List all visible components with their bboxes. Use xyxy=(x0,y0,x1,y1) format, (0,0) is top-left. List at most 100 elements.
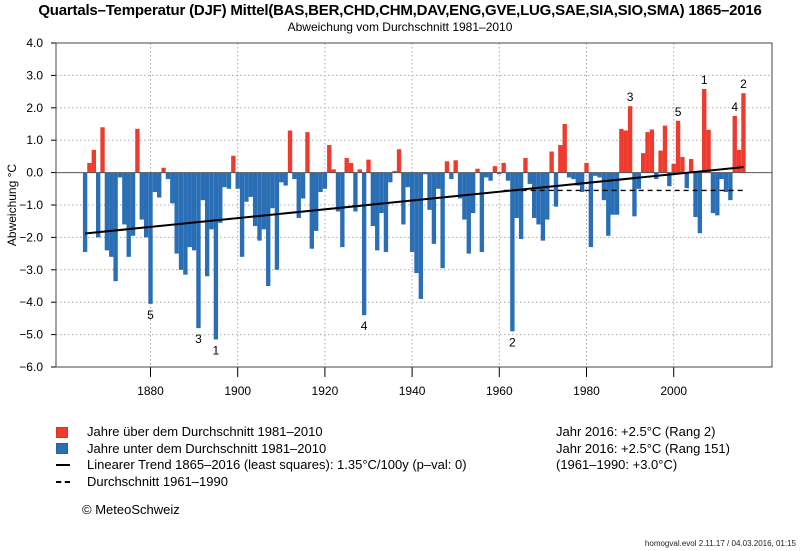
bar-below xyxy=(143,172,149,238)
bar-below xyxy=(165,172,171,180)
x-tick-label: 1880 xyxy=(137,384,164,398)
bar-below xyxy=(588,172,594,248)
bar-below xyxy=(710,172,716,214)
bar-below xyxy=(191,172,197,251)
bar-below xyxy=(540,172,546,241)
bar-below xyxy=(484,172,489,178)
bar-below xyxy=(684,172,689,189)
chart-subtitle: Abweichung vom Durchschnitt 1981–2010 xyxy=(287,20,513,34)
rank-label: 1 xyxy=(701,73,708,87)
y-tick-label: −1.0 xyxy=(19,198,43,212)
bar-above xyxy=(671,163,676,173)
info-line-3: (1961–1990: +3.0°C) xyxy=(556,457,678,472)
bar-below xyxy=(719,172,724,180)
bar-below xyxy=(383,172,389,252)
bar-above xyxy=(366,159,371,173)
y-tick-label: −3.0 xyxy=(19,263,43,277)
bar-below xyxy=(553,172,559,207)
bar-below xyxy=(532,172,537,218)
bar-above xyxy=(562,124,567,173)
bar-below xyxy=(178,172,184,270)
bar-below xyxy=(414,172,419,274)
bar-below xyxy=(292,172,297,180)
bar-below xyxy=(401,172,406,225)
bar-below xyxy=(518,172,524,240)
red-swatch-icon xyxy=(56,426,68,438)
bar-below xyxy=(405,172,410,188)
bar-above xyxy=(331,169,336,173)
x-tick-label: 2000 xyxy=(660,384,687,398)
bar-below xyxy=(335,172,341,212)
rank-label: 2 xyxy=(509,335,516,349)
bar-below xyxy=(187,172,192,248)
rank-label: 4 xyxy=(731,100,738,114)
legend-item-reference: Durchschnitt 1961–1990 xyxy=(56,474,467,491)
bar-above xyxy=(348,162,354,173)
bar-below xyxy=(510,172,515,332)
bar-below xyxy=(614,172,620,215)
bar-below xyxy=(279,172,284,183)
bar-below xyxy=(409,172,415,252)
y-tick-label: −4.0 xyxy=(19,295,43,309)
bar-below xyxy=(436,172,441,189)
y-tick-label: 0.0 xyxy=(26,166,43,180)
rank-label: 3 xyxy=(195,332,202,346)
dashed-line-icon xyxy=(56,480,70,483)
bar-below xyxy=(593,172,598,176)
bar-below xyxy=(545,172,550,220)
bar-above xyxy=(623,130,628,173)
rank-label: 2 xyxy=(740,77,747,91)
bar-below xyxy=(226,172,232,189)
x-tick-label: 1980 xyxy=(573,384,600,398)
info-line-1: Jahr 2016: +2.5°C (Rang 2) xyxy=(556,424,716,439)
bar-below xyxy=(601,172,607,201)
bar-above xyxy=(87,162,92,173)
bar-below xyxy=(505,172,511,181)
bar-above xyxy=(475,168,480,173)
bar-above xyxy=(392,170,397,173)
bar-below xyxy=(536,172,541,225)
bar-below xyxy=(283,172,288,186)
chart-area: 4.0 3.0 2.0 1.0 0.0 −1.0 −2.0 −3.0 −4.0 −5.0 −6.0 1… xyxy=(5,36,773,398)
bar-above xyxy=(658,150,663,173)
bar-below xyxy=(257,172,262,241)
rank-label: 4 xyxy=(361,319,368,333)
bar-above xyxy=(231,155,236,173)
bar-below xyxy=(418,172,423,299)
bar-below xyxy=(148,172,153,304)
bar-below xyxy=(479,172,485,252)
bar-above xyxy=(501,162,506,173)
bar-below xyxy=(457,172,463,199)
bar-below xyxy=(427,172,432,210)
legend-label: Durchschnitt 1961–1990 xyxy=(87,473,228,489)
bar-below xyxy=(96,172,101,238)
bar-below xyxy=(728,172,733,201)
bar-below xyxy=(205,172,210,277)
bar-below xyxy=(314,172,319,231)
bar-above xyxy=(645,132,650,173)
bar-above xyxy=(357,169,362,173)
y-tick-label: −5.0 xyxy=(19,328,43,342)
bar-below xyxy=(693,172,698,217)
bar-below xyxy=(527,172,532,184)
rank-label: 5 xyxy=(675,105,682,119)
bar-below xyxy=(152,172,158,193)
bar-above xyxy=(736,149,742,173)
bar-below xyxy=(370,172,376,227)
bar-above xyxy=(549,151,554,173)
bar-below xyxy=(296,172,301,218)
chart-title: Quartals–Temperatur (DJF) Mittel(BAS,BER… xyxy=(38,2,762,19)
blue-swatch-icon xyxy=(56,443,68,455)
bar-below xyxy=(270,172,275,209)
trend-line xyxy=(84,166,744,235)
y-tick-label: −2.0 xyxy=(19,230,43,244)
bars xyxy=(82,89,746,340)
bar-above xyxy=(702,89,707,173)
bar-above xyxy=(135,128,140,173)
bar-below xyxy=(361,172,367,316)
x-tick-label: 1900 xyxy=(224,384,251,398)
bar-below xyxy=(353,172,358,212)
bar-above xyxy=(619,128,624,173)
bar-below xyxy=(375,172,380,251)
rank-label: 1 xyxy=(213,343,220,357)
